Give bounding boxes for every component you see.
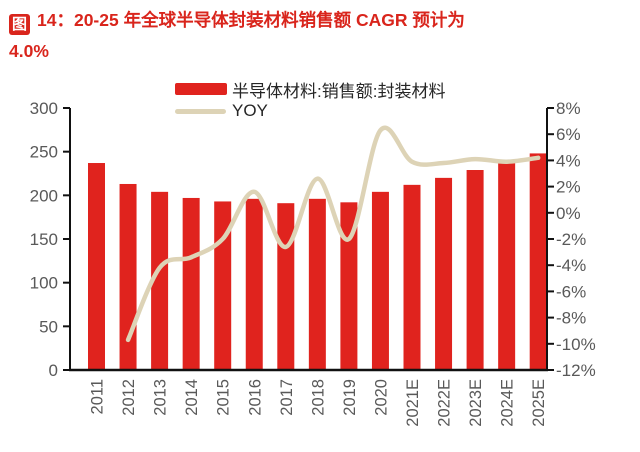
figure-title: 图 14：20-25 年全球半导体封装材料销售额 CAGR 预计为 4.0%	[9, 5, 627, 67]
bar-2023E	[466, 170, 484, 370]
right-axis-labels: 8% 6% 4% 2% 0% -2% -4% -6% -8% -10% -12%	[556, 99, 596, 380]
bar-2013	[151, 191, 169, 370]
legend-item-line-series: YOY	[175, 100, 445, 122]
x-label-2022E: 2022E	[436, 379, 454, 427]
x-label-2020: 2020	[372, 379, 390, 416]
figure-title-line1: 14：20-25 年全球半导体封装材料销售额 CAGR 预计为	[37, 10, 465, 30]
figure-title-line2: 4.0%	[9, 41, 49, 61]
bar-2024E	[498, 162, 516, 370]
left-tick-300: 300	[30, 99, 58, 118]
bar-2019	[340, 202, 358, 370]
line-series-label: YOY	[232, 101, 268, 120]
x-label-2014: 2014	[183, 379, 201, 416]
right-tick--10%: -10%	[556, 335, 596, 354]
yoy-line	[125, 125, 541, 343]
legend-item-bar-series: 半导体材料:销售额:封装材料	[175, 78, 446, 101]
bar-2011	[88, 163, 105, 370]
x-label-2017: 2017	[278, 379, 296, 416]
left-tick-250: 250	[30, 143, 58, 162]
bar-2014	[182, 197, 200, 370]
right-tick-0%: 0%	[556, 204, 581, 223]
bar-2021E	[403, 184, 421, 370]
right-tick--4%: -4%	[556, 256, 586, 275]
x-axis-labels: 2011 2012 2013 2014 2015 2016 2017 2018 2019 2020…	[89, 379, 549, 427]
right-tick--2%: -2%	[556, 230, 586, 249]
right-tick-6%: 6%	[556, 125, 581, 144]
x-label-2024E: 2024E	[499, 379, 517, 427]
x-label-2021E: 2021E	[404, 379, 422, 427]
right-tick-8%: 8%	[556, 99, 581, 118]
x-label-2016: 2016	[246, 379, 264, 416]
left-tick-100: 100	[30, 274, 58, 293]
x-label-2015: 2015	[215, 379, 233, 416]
axes-group	[63, 107, 554, 372]
left-tick-50: 50	[39, 317, 58, 336]
left-tick-150: 150	[30, 230, 58, 249]
x-label-2025E: 2025E	[530, 379, 548, 427]
right-tick-4%: 4%	[556, 151, 581, 170]
right-tick--6%: -6%	[556, 282, 586, 301]
bar-2017	[277, 203, 295, 370]
left-tick-200: 200	[30, 186, 58, 205]
left-axis-labels: 300 250 200 150 100 50 0	[30, 99, 58, 380]
right-tick--8%: -8%	[556, 309, 586, 328]
bars-group	[88, 153, 547, 370]
x-label-2023E: 2023E	[467, 379, 485, 427]
x-label-2011: 2011	[89, 379, 107, 414]
bar-2025E	[529, 153, 547, 370]
bar-2020	[371, 191, 389, 370]
bar-series-swatch-icon	[175, 83, 227, 95]
x-label-2019: 2019	[341, 379, 359, 416]
bar-2022E	[435, 177, 453, 370]
x-label-2018: 2018	[309, 379, 327, 416]
line-series-swatch-icon	[175, 108, 226, 114]
left-tick-0: 0	[49, 361, 58, 380]
right-tick--12%: -12%	[556, 361, 596, 380]
figure-badge-icon: 图	[9, 14, 30, 35]
x-label-2013: 2013	[152, 379, 170, 416]
x-label-2012: 2012	[120, 379, 138, 416]
chart-legend: 半导体材料:销售额:封装材料 YOY	[175, 78, 445, 122]
right-tick-2%: 2%	[556, 178, 581, 197]
bar-2018	[308, 198, 326, 370]
bar-series-label: 半导体材料:销售额:封装材料	[232, 81, 446, 101]
bar-2016	[245, 198, 263, 370]
